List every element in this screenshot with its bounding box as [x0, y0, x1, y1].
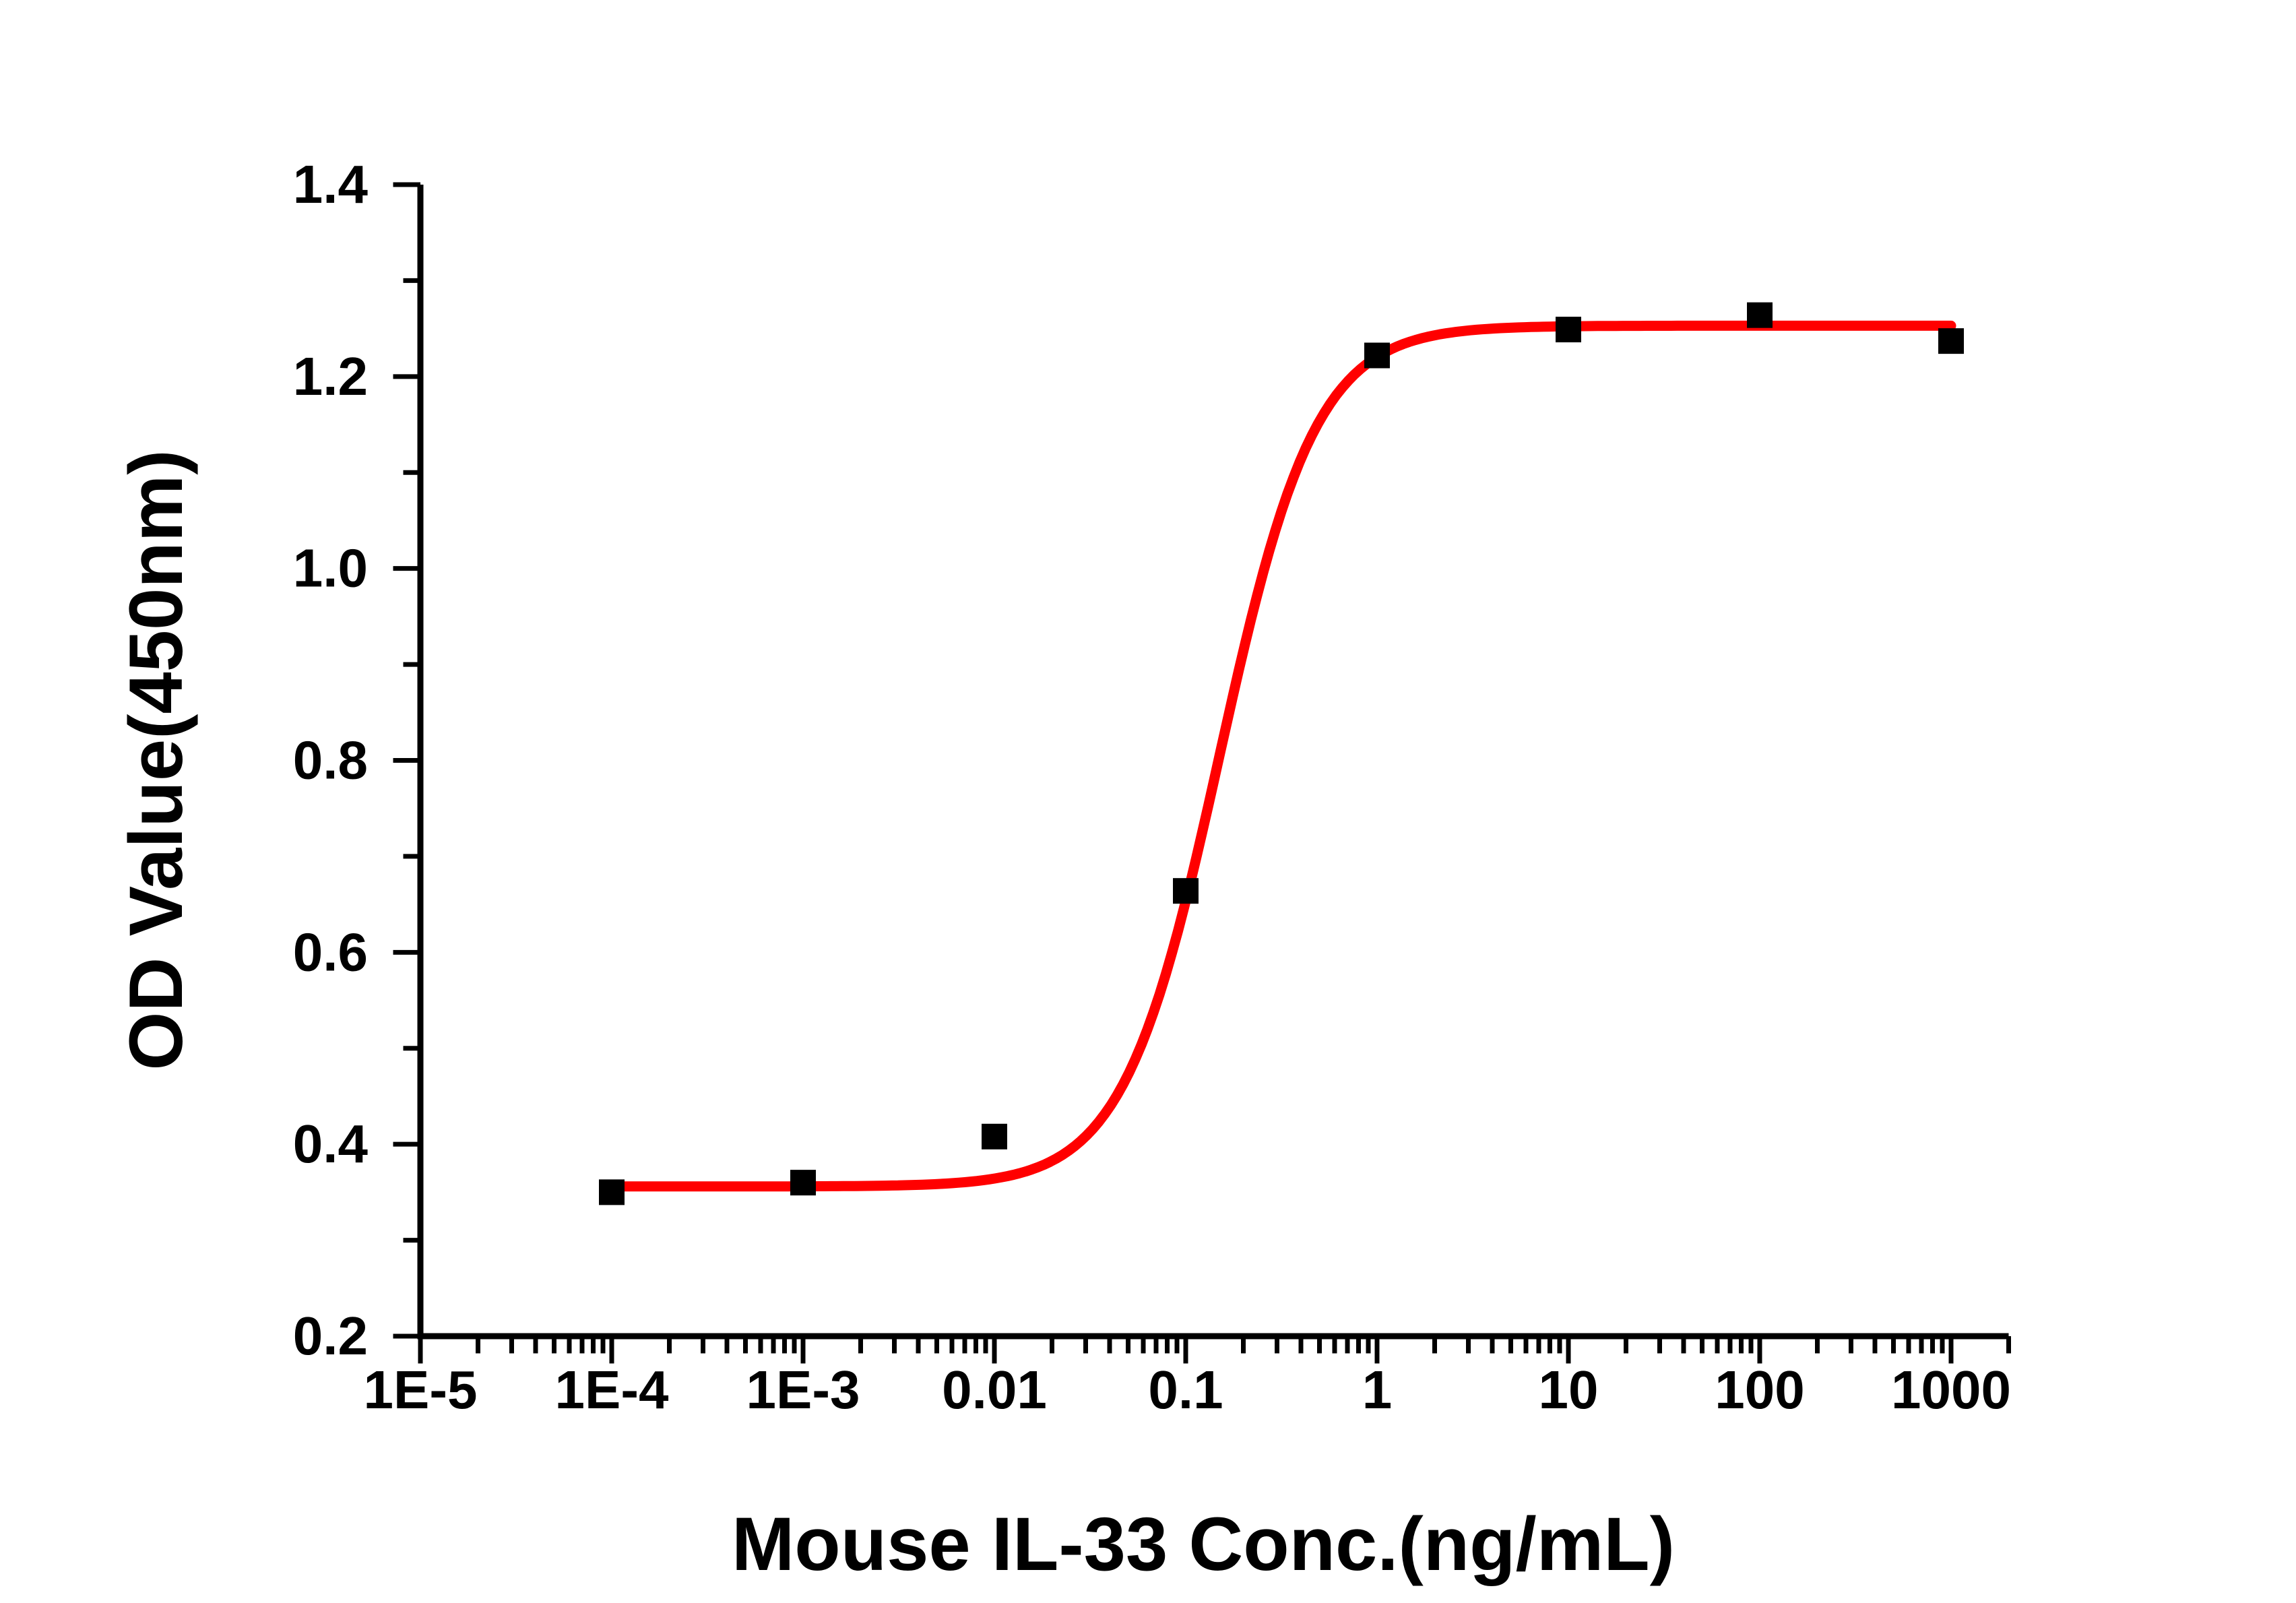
- y-tick-label: 0.2: [293, 1306, 368, 1366]
- y-tick-label: 1.4: [293, 154, 369, 214]
- y-axis-major-ticks: [393, 182, 420, 1339]
- y-tick-label: 1.2: [293, 346, 368, 406]
- data-point-series: [599, 302, 1964, 1205]
- data-point: [1173, 878, 1199, 904]
- x-tick-label: 100: [1715, 1360, 1804, 1420]
- x-tick-label: 0.01: [942, 1360, 1047, 1420]
- data-point: [1364, 342, 1390, 369]
- data-point: [1938, 328, 1964, 354]
- y-tick-label: 0.4: [293, 1114, 369, 1174]
- fit-curve: [606, 320, 1956, 1192]
- y-axis-tick-labels: 0.2 0.4 0.6 0.8 1.0 1.2 1.4: [293, 154, 369, 1366]
- x-tick-label: 1E-3: [746, 1360, 860, 1420]
- x-axis-major-ticks: [418, 1336, 1954, 1364]
- data-point: [599, 1179, 625, 1205]
- y-tick-label: 0.8: [293, 730, 368, 790]
- x-tick-label: 1E-4: [555, 1360, 669, 1420]
- data-point: [1747, 302, 1773, 328]
- x-tick-label: 0.1: [1148, 1360, 1223, 1420]
- y-tick-label: 0.6: [293, 922, 368, 982]
- x-tick-label: 1: [1362, 1360, 1393, 1420]
- y-axis-title: OD Value(450nm): [114, 449, 198, 1070]
- data-point: [1556, 317, 1581, 343]
- y-tick-label: 1.0: [293, 538, 368, 598]
- data-point: [790, 1170, 816, 1196]
- data-point: [982, 1123, 1007, 1150]
- x-tick-label: 1000: [1891, 1360, 2011, 1420]
- x-axis-title: Mouse IL-33 Conc.(ng/mL): [732, 1502, 1675, 1586]
- x-tick-label: 1E-5: [364, 1360, 478, 1420]
- x-tick-label: 10: [1539, 1360, 1599, 1420]
- x-axis-tick-labels: 1E-5 1E-4 1E-3 0.01 0.1 1 10 100 1000: [364, 1360, 2011, 1420]
